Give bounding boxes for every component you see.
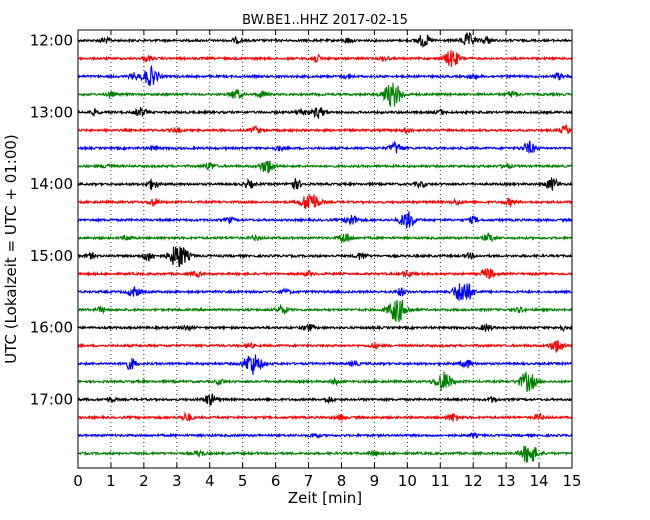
x-axis-label: Zeit [min] xyxy=(288,489,362,507)
x-tick-label-6: 6 xyxy=(271,472,281,490)
trace-lines xyxy=(77,31,573,463)
trace-line-15 xyxy=(77,283,573,301)
trace-line-16 xyxy=(77,299,573,323)
x-tick-label-12: 12 xyxy=(464,472,483,490)
x-tick-label-7: 7 xyxy=(304,472,314,490)
y-tick-label-1: 13:00 xyxy=(30,103,73,121)
trace-line-2 xyxy=(77,49,573,67)
trace-line-18 xyxy=(77,339,573,353)
x-tick-label-10: 10 xyxy=(398,472,417,490)
chart-title: BW.BE1..HHZ 2017-02-15 xyxy=(242,13,408,28)
trace-line-14 xyxy=(77,268,573,280)
x-tick-label-9: 9 xyxy=(370,472,380,490)
trace-line-7 xyxy=(77,140,573,154)
plot-frame xyxy=(77,29,573,469)
trace-line-8 xyxy=(77,160,573,174)
y-axis-ticks: 12:00 13:00 14:00 15:00 16:00 17:00 xyxy=(30,32,572,409)
trace-line-5 xyxy=(77,107,573,120)
trace-line-17 xyxy=(77,323,573,333)
x-tick-label-2: 2 xyxy=(139,472,149,490)
y-tick-label-3: 15:00 xyxy=(30,247,73,265)
x-tick-label-15: 15 xyxy=(562,472,581,490)
x-tick-label-13: 13 xyxy=(497,472,516,490)
x-tick-label-8: 8 xyxy=(337,472,347,490)
trace-line-23 xyxy=(77,431,573,440)
trace-line-10 xyxy=(77,193,573,210)
trace-line-12 xyxy=(77,232,573,244)
y-tick-label-5: 17:00 xyxy=(30,391,73,409)
x-tick-label-0: 0 xyxy=(73,472,83,490)
x-tick-label-1: 1 xyxy=(106,472,116,490)
trace-line-4 xyxy=(77,82,573,107)
x-tick-label-11: 11 xyxy=(431,472,450,490)
x-tick-label-3: 3 xyxy=(172,472,182,490)
trace-line-21 xyxy=(77,393,573,406)
trace-line-3 xyxy=(77,64,573,87)
trace-line-11 xyxy=(77,211,573,229)
y-tick-label-0: 12:00 xyxy=(30,32,73,50)
trace-line-13 xyxy=(77,246,573,268)
x-tick-label-4: 4 xyxy=(205,472,215,490)
trace-line-20 xyxy=(77,371,573,392)
x-tick-label-5: 5 xyxy=(238,472,248,490)
x-axis-ticks: 0 1 2 3 4 5 6 7 8 9 10 11 12 13 14 15 xyxy=(73,30,582,490)
y-tick-label-2: 14:00 xyxy=(30,175,73,193)
trace-line-6 xyxy=(77,123,573,136)
x-tick-label-14: 14 xyxy=(530,472,549,490)
trace-line-24 xyxy=(77,445,573,463)
trace-line-19 xyxy=(77,354,573,376)
y-axis-label: UTC (Lokalzeit = UTC + 01:00) xyxy=(2,134,20,364)
trace-line-22 xyxy=(77,411,573,422)
trace-line-9 xyxy=(77,177,573,191)
trace-line-1 xyxy=(77,31,573,49)
y-tick-label-4: 16:00 xyxy=(30,319,73,337)
